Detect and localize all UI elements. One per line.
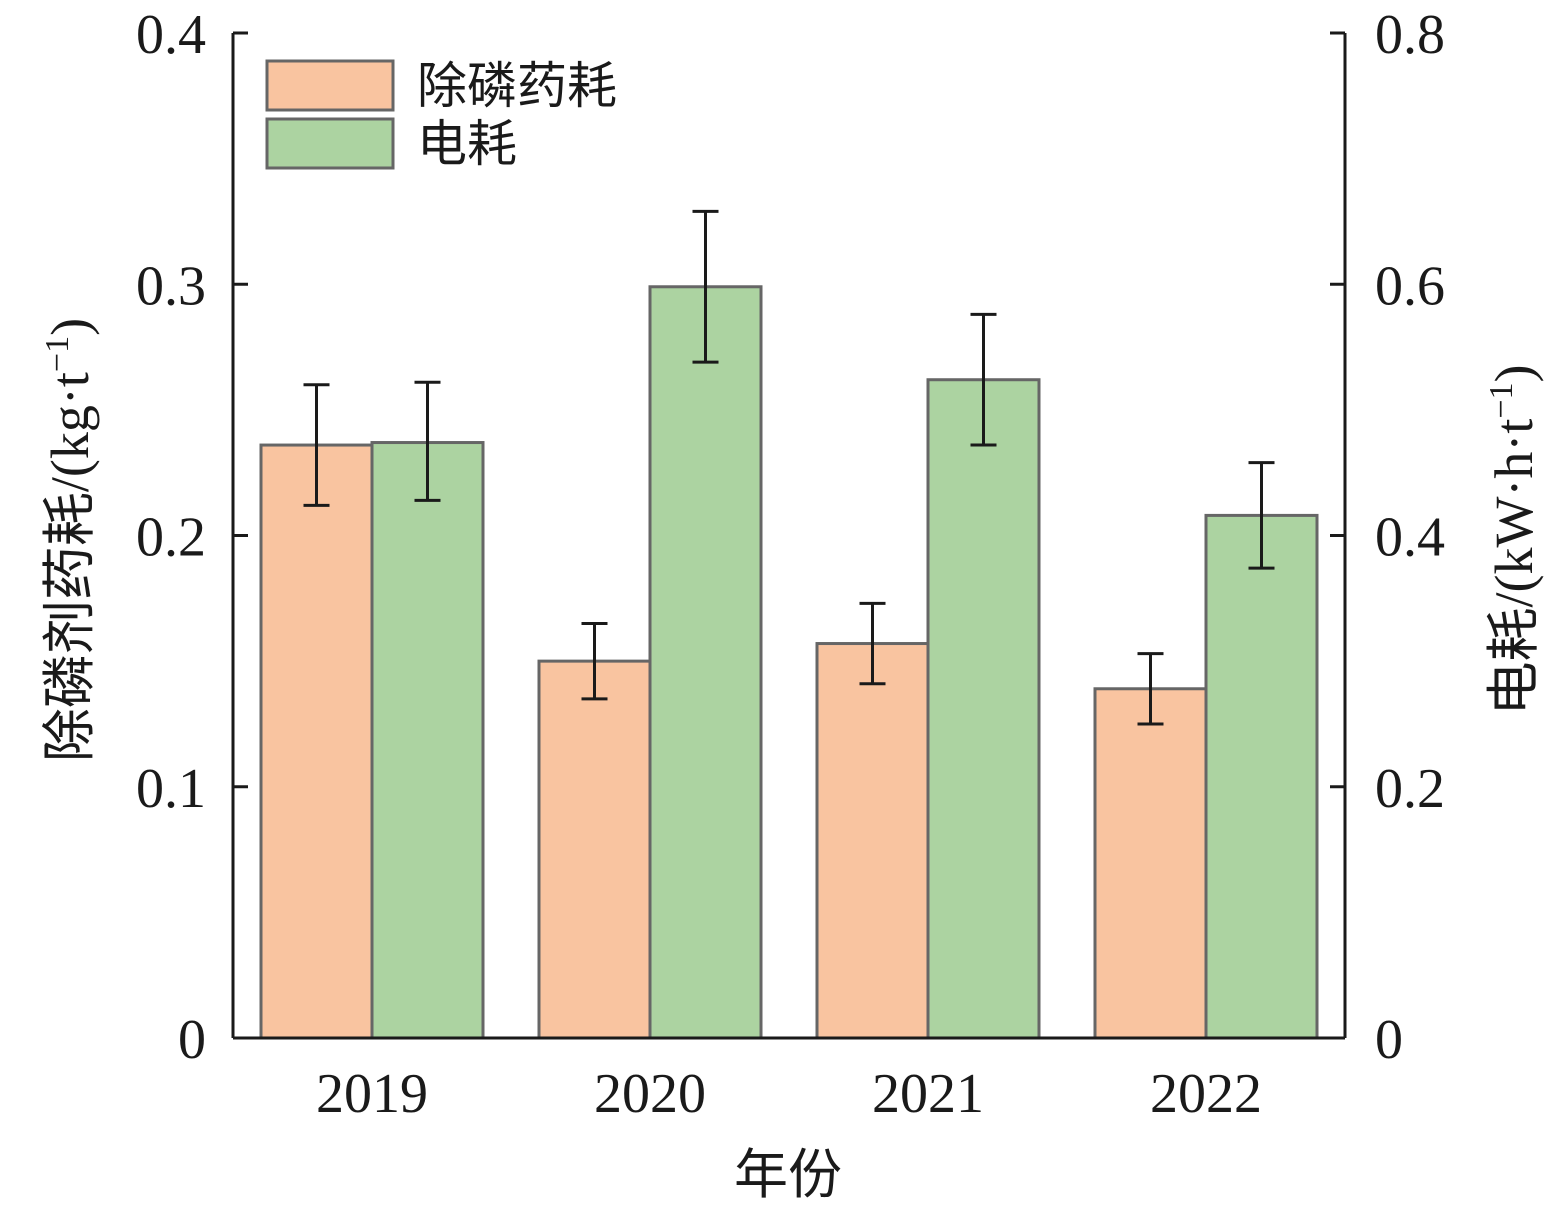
y-axis-title-right: 电耗/(kW·h·t−1) — [1483, 364, 1544, 715]
x-tick-label-2020: 2020 — [594, 1063, 706, 1125]
bar-electricity-2020 — [648, 285, 763, 1040]
y-axis-title-left-sup: −1 — [39, 336, 76, 372]
y-tick-label-left: 0.4 — [136, 4, 206, 66]
y-axis-title-left-main: 除磷剂药耗/(kg·t — [40, 372, 100, 762]
y-axis-title-left-close: ) — [40, 318, 100, 336]
y-tick-label-right: 0.2 — [1375, 758, 1445, 820]
y-tick-label-right: 0.4 — [1375, 507, 1445, 569]
axes-layer: 0 0.1 0.2 0.3 0.4 0 0.2 0.4 0.6 0.8 2019 2020 2021 20… — [136, 4, 1445, 1125]
y-tick-label-right: 0.8 — [1375, 4, 1445, 66]
y-tick-label-left: 0.2 — [136, 507, 206, 569]
y-axis-title-right-close: ) — [1484, 364, 1544, 382]
x-tick-label-2021: 2021 — [872, 1063, 984, 1125]
y-axis-title-right-sup: −1 — [1483, 382, 1520, 418]
bar-electricity-2021 — [926, 378, 1041, 1040]
y-tick-label-left: 0 — [178, 1009, 206, 1071]
y-axis-title-left: 除磷剂药耗/(kg·t−1) — [39, 318, 100, 762]
legend-label-phosphorus: 除磷药耗 — [417, 58, 617, 114]
bar-phosphorus-2021 — [815, 642, 930, 1040]
x-axis-title: 年份 — [734, 1145, 842, 1205]
bar-electricity-2019 — [370, 441, 485, 1040]
y-tick-label-right: 0 — [1375, 1009, 1403, 1071]
bar-phosphorus-2020 — [537, 659, 652, 1040]
bar-phosphorus-2022 — [1093, 687, 1208, 1040]
legend-swatch-phosphorus — [265, 59, 395, 112]
x-tick-label-2019: 2019 — [316, 1063, 428, 1125]
bars-layer — [259, 285, 1319, 1040]
legend-swatch-electricity — [265, 117, 395, 170]
y-tick-label-right: 0.6 — [1375, 255, 1445, 317]
y-tick-label-left: 0.1 — [136, 758, 206, 820]
legend-label-electricity: 电耗 — [417, 116, 517, 172]
y-axis-title-right-main: 电耗/(kW·h·t — [1484, 419, 1544, 716]
x-tick-label-2022: 2022 — [1150, 1063, 1262, 1125]
bar-electricity-2022 — [1204, 513, 1319, 1040]
error-bars-layer — [303, 209, 1275, 726]
bar-phosphorus-2019 — [259, 443, 374, 1040]
y-tick-label-left: 0.3 — [136, 255, 206, 317]
